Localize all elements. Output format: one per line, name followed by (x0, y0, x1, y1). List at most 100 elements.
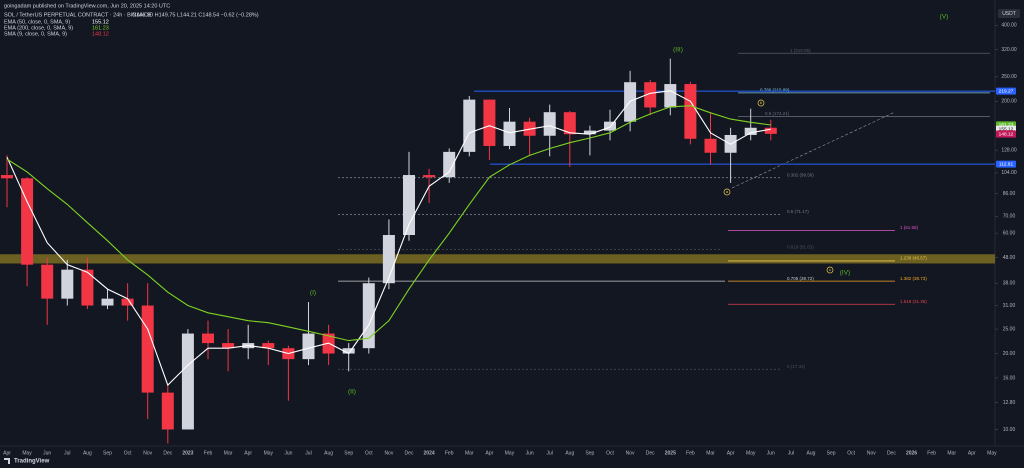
x-tick-label: Apr (244, 450, 252, 456)
y-tick-label: 31.00 (1003, 303, 1016, 309)
candle-body (443, 151, 456, 178)
wave-label: (IV) (840, 270, 850, 277)
candle-body (664, 84, 677, 108)
fib-label: 0.618 (51.63) (787, 244, 814, 249)
x-tick-label: Nov (867, 450, 876, 456)
fib-label: 1.382 (38.73) (900, 276, 927, 281)
x-tick-label: Aug (83, 450, 92, 456)
ma-line (6, 90, 771, 387)
candle-body (161, 392, 174, 430)
candle-body (342, 348, 355, 354)
x-tick-label: Nov (143, 450, 152, 456)
x-tick-label: Aug (324, 450, 333, 456)
candle-body (222, 343, 235, 349)
price-badge-label: 161.23 (999, 122, 1014, 128)
x-tick-label: Jun (284, 450, 292, 456)
price-badge-label: 155.12 (999, 126, 1014, 132)
candle-body (403, 175, 415, 236)
brand-logo (4, 458, 10, 464)
wave-label: (I) (310, 290, 316, 297)
candle-body (644, 82, 657, 108)
candle-body (764, 127, 777, 134)
price-badge-label: 148.12 (999, 131, 1014, 137)
candle-body (423, 175, 436, 178)
ma-line (6, 105, 771, 342)
x-tick-label: May (264, 450, 274, 456)
wave-label: c (829, 267, 831, 272)
candle-body (744, 127, 757, 135)
y-tick-label: 128.00 (1001, 147, 1017, 153)
fib-label: 1 (310.05) (790, 48, 811, 53)
y-tick-label: 10.00 (1003, 427, 1016, 433)
wave-label: (V) (940, 14, 949, 21)
x-tick-label: Oct (606, 450, 614, 456)
price-badge (996, 130, 1016, 138)
x-tick-label: Apr (968, 450, 976, 456)
candle-body (302, 333, 315, 360)
brand: TradingView (14, 459, 50, 465)
legend-name: EMA (50, close, 0, SMA, 9) (4, 19, 70, 25)
y-tick-label: 86.00 (1003, 191, 1016, 197)
x-tick-label: Jul (64, 450, 70, 456)
zone (0, 254, 995, 264)
fib-label: 0.705 (38.72) (787, 276, 814, 281)
x-tick-label: 2024 (424, 450, 435, 456)
x-tick-label: 2023 (182, 450, 193, 456)
wave-label: (II) (348, 389, 356, 396)
candle-body (503, 121, 516, 146)
publisher: goingadam published on TradingView.com, … (4, 3, 170, 9)
x-tick-label: Oct (847, 450, 855, 456)
candle-body (382, 235, 395, 284)
unit-label: USDT (1002, 11, 1016, 17)
y-tick-label: 200.00 (1001, 99, 1017, 105)
x-tick-label: Feb (204, 450, 213, 456)
y-tick-label: 250.00 (1001, 74, 1017, 80)
candle-body (121, 298, 134, 306)
candle-body (563, 112, 576, 135)
y-tick-label: 60.00 (1003, 230, 1016, 236)
legend-name: SMA (9, close, 0, SMA, 9) (4, 31, 67, 37)
ohlc: O146.90 H149.75 L144.21 C148.54 −0.62 (−… (132, 12, 259, 18)
x-tick-label: Jun (526, 450, 534, 456)
fib-label: 1 (61.56) (900, 225, 919, 230)
x-tick-label: Nov (626, 450, 635, 456)
wave-circle (757, 99, 765, 107)
candle-body (81, 269, 94, 306)
y-tick-label: 320.00 (1001, 47, 1017, 53)
y-tick-label: 38.00 (1003, 281, 1016, 287)
y-tick-label: 400.00 (1001, 23, 1017, 29)
candle-body (61, 269, 74, 299)
fib-label: 1.236 (46.57) (900, 256, 927, 261)
x-tick-label: Mar (947, 450, 956, 456)
x-tick-label: Aug (807, 450, 816, 456)
x-tick-label: 2026 (906, 450, 917, 456)
x-tick-label: Aug (565, 450, 574, 456)
x-tick-label: May (505, 450, 515, 456)
x-tick-label: Feb (927, 450, 936, 456)
x-tick-label: Oct (124, 450, 132, 456)
y-tick-label: 25.00 (1003, 326, 1016, 332)
x-tick-label: Mar (224, 450, 233, 456)
fib-label: 0 (17.33) (787, 364, 806, 369)
y-tick-label: 70.00 (1003, 214, 1016, 220)
x-tick-label: Sep (827, 450, 836, 456)
x-tick-label: May (22, 450, 32, 456)
candle-body (463, 99, 476, 152)
x-tick-label: Dec (405, 450, 414, 456)
x-tick-label: Jul (305, 450, 311, 456)
candle-body (362, 283, 375, 349)
candle-body (583, 130, 596, 135)
candle-body (1, 175, 13, 179)
candle-body (262, 343, 275, 349)
fib-label: 0.382 (99.56) (787, 172, 814, 177)
legend-value: 161.23 (92, 25, 109, 31)
unit-box (998, 9, 1020, 18)
x-tick-label: Apr (727, 450, 735, 456)
price-badge (996, 87, 1016, 95)
candle-body (543, 112, 556, 136)
x-tick-label: Mar (706, 450, 715, 456)
y-tick-label: 104.00 (1001, 170, 1017, 176)
candle-body (21, 178, 34, 265)
candle-body (604, 121, 616, 131)
